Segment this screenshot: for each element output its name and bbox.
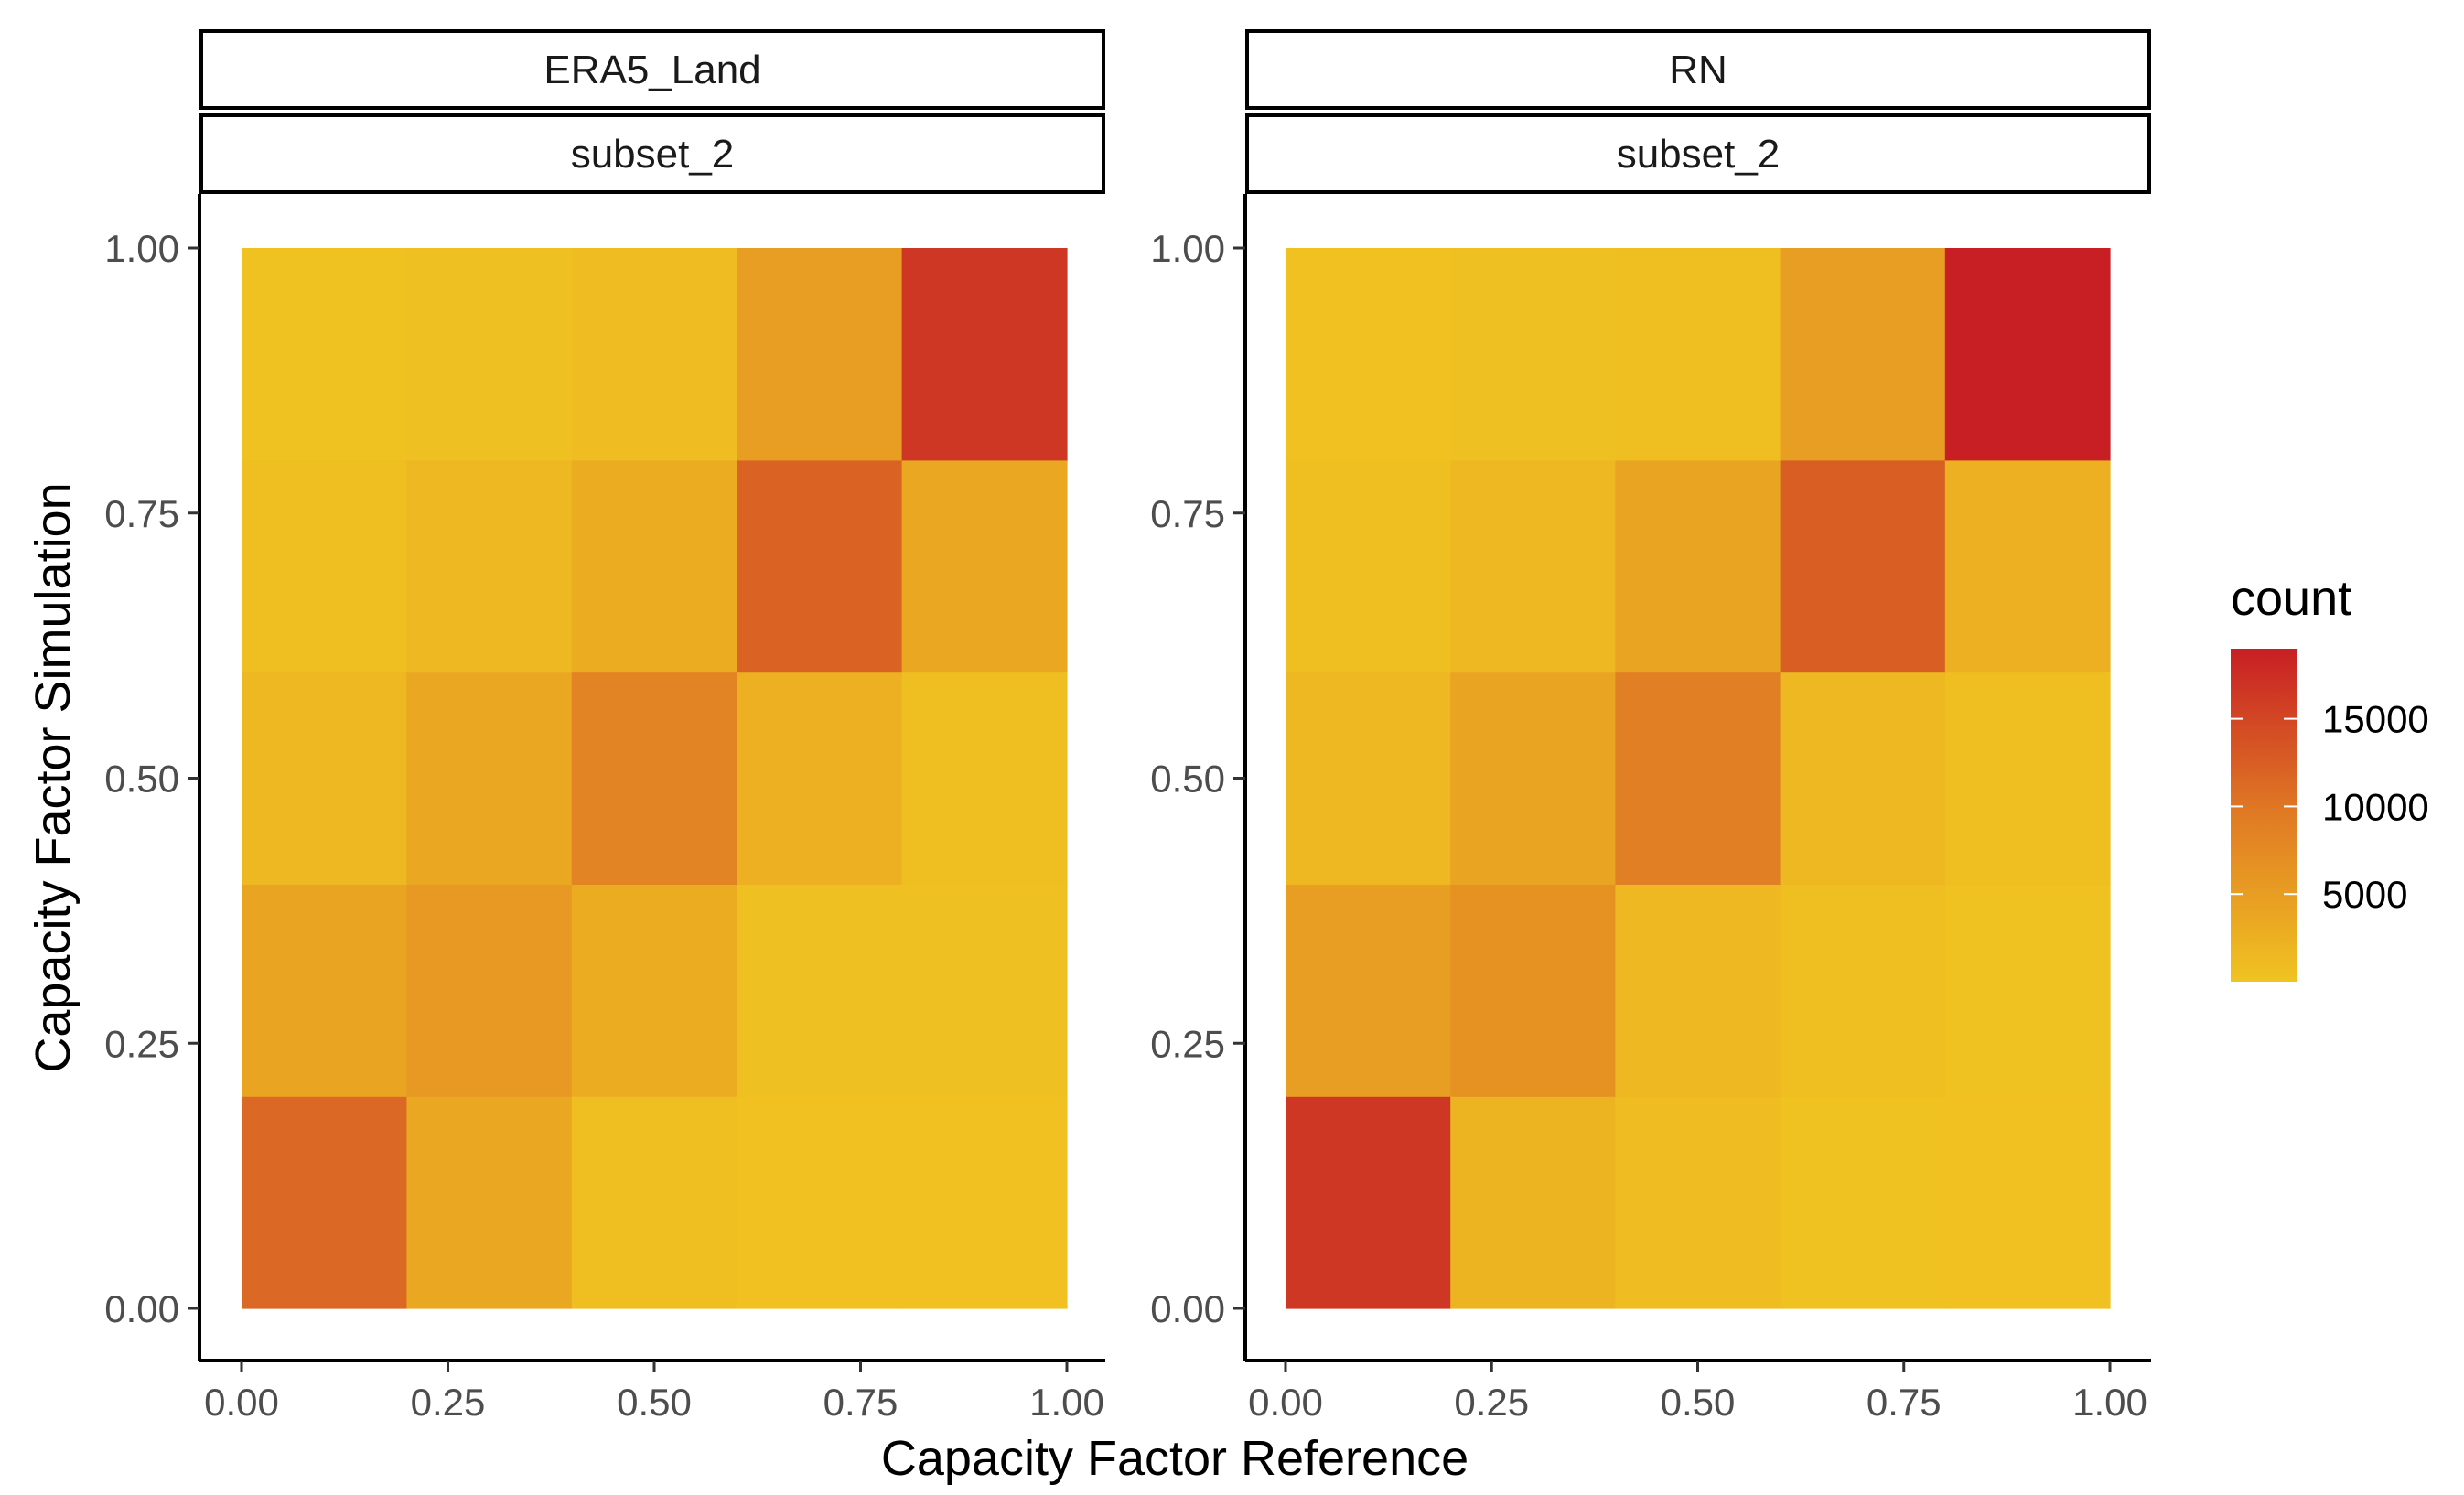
x-tick-label: 1.00 xyxy=(2072,1381,2147,1424)
heatmap-tile xyxy=(406,459,573,673)
heatmap-tile xyxy=(1450,1096,1616,1309)
strip-label-bottom: subset_2 xyxy=(571,132,735,177)
heatmap-tile xyxy=(737,248,903,461)
heatmap-tile xyxy=(1450,672,1616,885)
heatmap-tile xyxy=(242,672,407,885)
heatmap-tile xyxy=(1286,248,1451,461)
x-tick-label: 0.50 xyxy=(617,1381,692,1424)
heatmap-tile xyxy=(571,248,737,461)
strip-box-top xyxy=(1245,29,2151,110)
y-tick-label: 0.75 xyxy=(104,492,179,535)
heatmap-tile xyxy=(242,248,407,461)
heatmap-tile xyxy=(1944,884,2111,1097)
y-tick-label: 0.50 xyxy=(1150,758,1225,801)
heatmap-tile xyxy=(901,884,1068,1097)
x-tick-label: 0.25 xyxy=(1454,1381,1529,1424)
heatmap-tile xyxy=(406,672,573,885)
heatmap-tile xyxy=(1286,459,1451,673)
strip-label-top: ERA5_Land xyxy=(543,48,760,92)
x-axis-title: Capacity Factor Reference xyxy=(881,1431,1469,1486)
y-tick-label: 0.00 xyxy=(1150,1287,1225,1330)
heatmap-tile xyxy=(571,672,737,885)
y-tick-label: 1.00 xyxy=(104,227,179,270)
heatmap-tile xyxy=(1450,248,1616,461)
x-tick-label: 0.00 xyxy=(1248,1381,1323,1424)
y-tick-label: 0.25 xyxy=(104,1022,179,1065)
strip-box-bottom xyxy=(1245,113,2151,194)
heatmap-tile xyxy=(737,884,903,1097)
heatmap-tile xyxy=(1286,672,1451,885)
heatmap-tile xyxy=(1450,459,1616,673)
heatmap-tile xyxy=(242,884,407,1097)
heatmap-tile xyxy=(1944,1096,2111,1309)
x-tick-label: 1.00 xyxy=(1029,1381,1104,1424)
heatmap-tile xyxy=(1944,248,2111,461)
heatmap-tile xyxy=(571,884,737,1097)
heatmap-tile xyxy=(737,459,903,673)
heatmap-tile xyxy=(406,248,573,461)
strip-label-top: RN xyxy=(1669,48,1727,92)
heatmap-tile xyxy=(1615,672,1781,885)
legend-label: 10000 xyxy=(2322,785,2429,828)
strip-box-top xyxy=(199,29,1105,110)
y-tick-label: 1.00 xyxy=(1150,227,1225,270)
heatmap-tile xyxy=(737,672,903,885)
heatmap-tile xyxy=(1780,884,1946,1097)
y-tick-label: 0.25 xyxy=(1150,1022,1225,1065)
heatmap-tile xyxy=(242,1096,407,1309)
heatmap-tile xyxy=(901,1096,1068,1309)
heatmap-tile xyxy=(1615,248,1781,461)
legend-colorbar xyxy=(2231,649,2297,982)
heatmap-tile xyxy=(1780,248,1946,461)
legend-label: 15000 xyxy=(2322,698,2429,741)
heatmap-tile xyxy=(1780,1096,1946,1309)
heatmap-tile xyxy=(1780,672,1946,885)
x-tick-label: 0.50 xyxy=(1661,1381,1736,1424)
heatmap-tile xyxy=(406,884,573,1097)
y-tick-label: 0.00 xyxy=(104,1287,179,1330)
heatmap-tile xyxy=(1615,459,1781,673)
heatmap-tile xyxy=(901,459,1068,673)
heatmap-tile xyxy=(1780,459,1946,673)
heatmap-tile xyxy=(737,1096,903,1309)
x-tick-label: 0.75 xyxy=(1867,1381,1942,1424)
y-axis-title: Capacity Factor Simulation xyxy=(26,482,81,1072)
legend-title: count xyxy=(2231,571,2351,626)
heatmap-tile xyxy=(242,459,407,673)
y-tick-label: 0.75 xyxy=(1150,492,1225,535)
heatmap-tile xyxy=(571,1096,737,1309)
heatmap-tile xyxy=(571,459,737,673)
x-tick-label: 0.25 xyxy=(411,1381,486,1424)
heatmap-tile xyxy=(1944,459,2111,673)
heatmap-tile xyxy=(1615,1096,1781,1309)
heatmap-tile xyxy=(406,1096,573,1309)
heatmap-tile xyxy=(1286,884,1451,1097)
heatmap-tile xyxy=(901,672,1068,885)
strip-label-bottom: subset_2 xyxy=(1617,132,1781,177)
heatmap-tile xyxy=(1615,884,1781,1097)
heatmap-tile xyxy=(1944,672,2111,885)
x-tick-label: 0.00 xyxy=(204,1381,279,1424)
legend-label: 5000 xyxy=(2322,873,2407,916)
y-tick-label: 0.50 xyxy=(104,758,179,801)
heatmap-tile xyxy=(1450,884,1616,1097)
heatmap-tile xyxy=(901,248,1068,461)
heatmap-tile xyxy=(1286,1096,1451,1309)
strip-box-bottom xyxy=(199,113,1105,194)
x-tick-label: 0.75 xyxy=(823,1381,898,1424)
